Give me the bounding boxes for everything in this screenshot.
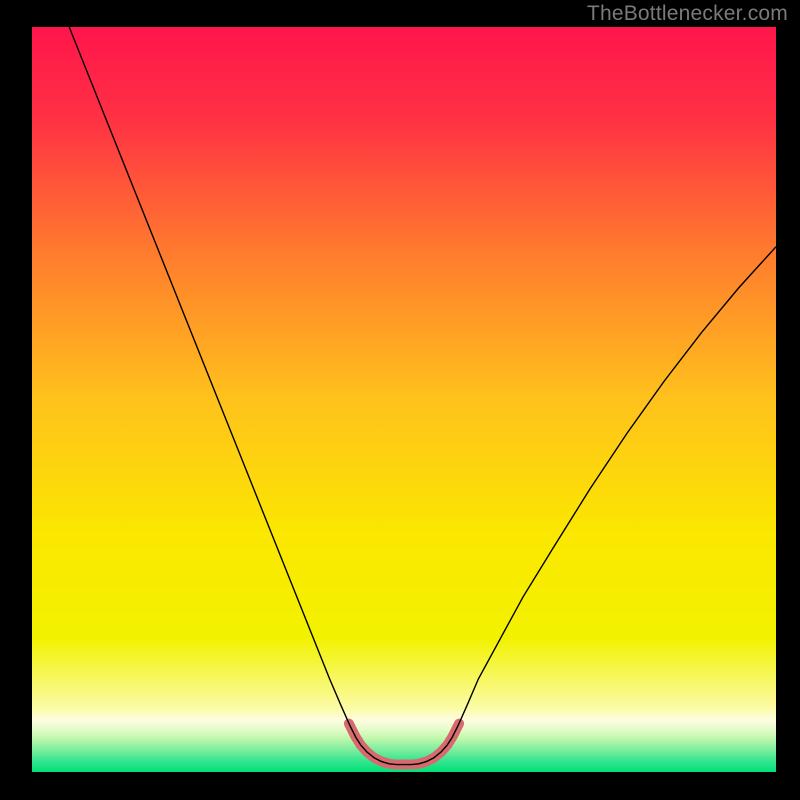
bottleneck-chart: TheBottlenecker.com: [0, 0, 800, 800]
plot-background: [32, 27, 776, 772]
chart-svg: [0, 0, 800, 800]
watermark-text: TheBottlenecker.com: [587, 2, 788, 26]
